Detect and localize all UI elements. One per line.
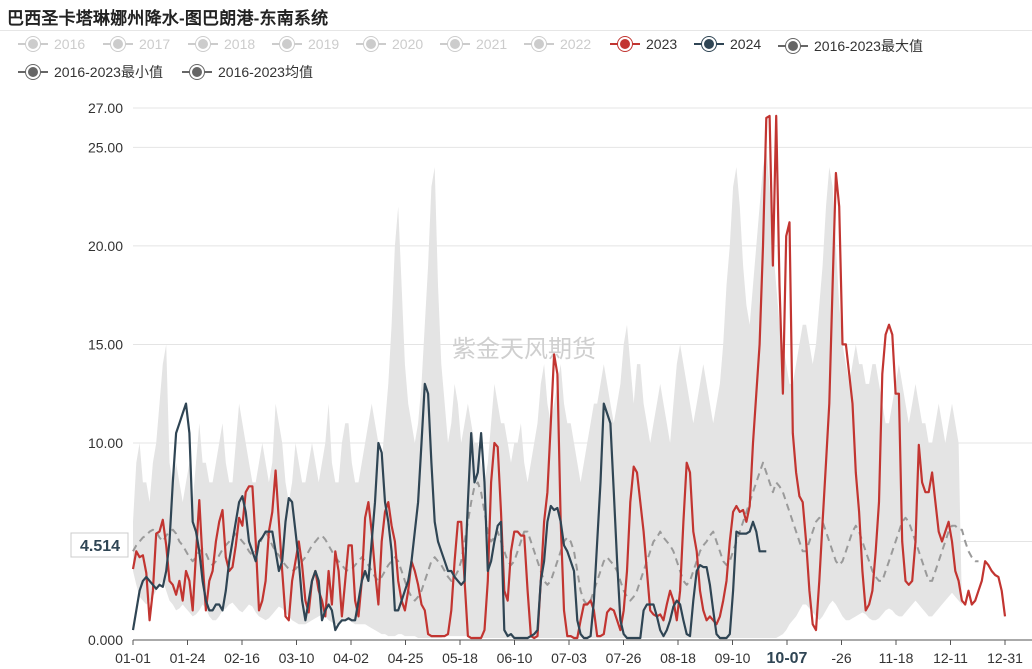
legend-symbol-icon (778, 39, 808, 53)
y-tick-label: 0.000 (88, 632, 123, 648)
legend-item-2016-2023最小值[interactable]: 2016-2023最小值 (18, 62, 163, 82)
legend-label: 2016-2023最小值 (54, 64, 163, 80)
legend-item-2021[interactable]: 2021 (440, 36, 507, 52)
x-tick-label: 03-10 (279, 650, 315, 666)
legend-item-2016-2023均值[interactable]: 2016-2023均值 (182, 62, 313, 82)
x-tick-label: 06-10 (497, 650, 533, 666)
x-tick-label: 02-16 (224, 650, 260, 666)
legend-symbol-icon (440, 37, 470, 51)
x-tick-label: 09-10 (715, 650, 751, 666)
legend-symbol-icon (610, 37, 640, 51)
legend-label: 2016-2023最大值 (814, 38, 923, 54)
hover-value-box (70, 532, 129, 558)
legend-label: 2022 (560, 36, 592, 52)
legend-symbol-icon (524, 37, 554, 51)
legend-label: 2021 (476, 36, 508, 52)
legend-label: 2019 (308, 36, 340, 52)
legend-item-2019[interactable]: 2019 (272, 36, 339, 52)
y-tick-label: 20.00 (88, 238, 123, 254)
legend-label: 2023 (646, 36, 678, 52)
legend-item-2024[interactable]: 2024 (694, 36, 761, 52)
x-tick-label: 01-24 (170, 650, 206, 666)
x-tick-label: 07-26 (606, 650, 642, 666)
legend-symbol-icon (188, 37, 218, 51)
legend-label: 2016-2023均值 (218, 64, 313, 80)
max-min-range-area (133, 147, 962, 638)
x-tick-label: 01-01 (115, 650, 151, 666)
legend-item-2018[interactable]: 2018 (188, 36, 255, 52)
legend-item-2016[interactable]: 2016 (18, 36, 85, 52)
series-2023-line (131, 114, 1007, 640)
y-tick-label: 15.00 (88, 336, 123, 352)
legend-label: 2016 (54, 36, 86, 52)
legend-symbol-icon (272, 37, 302, 51)
watermark: 紫金天风期货 (452, 336, 596, 363)
x-tick-label: -26 (831, 650, 851, 666)
legend-symbol-icon (18, 37, 48, 51)
legend-item-2020[interactable]: 2020 (356, 36, 423, 52)
y-tick-label: 27.00 (88, 100, 123, 116)
legend-label: 2017 (139, 36, 171, 52)
x-tick-label: 04-02 (333, 650, 369, 666)
x-tick-label-highlight: 10-07 (767, 650, 808, 667)
x-tick-label: 05-18 (442, 650, 478, 666)
x-tick-label: 07-03 (551, 650, 587, 666)
legend-item-2023[interactable]: 2023 (610, 36, 677, 52)
title-divider (0, 30, 1032, 31)
series-lines (131, 114, 1007, 640)
series-2024-line (131, 382, 767, 640)
y-tick-label: 10.00 (88, 435, 123, 451)
legend-label: 2018 (224, 36, 256, 52)
x-tick-label: 11-18 (879, 650, 914, 666)
series-average-line (132, 461, 979, 606)
max-min-band (133, 147, 962, 638)
hover-indicator: 4.514 (70, 532, 129, 558)
legend-item-2016-2023最大值[interactable]: 2016-2023最大值 (778, 36, 923, 56)
legend-item-2022[interactable]: 2022 (524, 36, 591, 52)
legend-symbol-icon (182, 65, 212, 79)
chart-title: 巴西圣卡塔琳娜州降水-图巴朗港-东南系统 (7, 9, 329, 28)
x-tick-label: 12-11 (933, 650, 968, 666)
legend-symbol-icon (356, 37, 386, 51)
x-tick-label: 04-25 (388, 650, 424, 666)
legend-item-2017[interactable]: 2017 (103, 36, 170, 52)
legend-symbol-icon (18, 65, 48, 79)
y-tick-label: 25.00 (88, 139, 123, 155)
legend-symbol-icon (694, 37, 724, 51)
legend-symbol-icon (103, 37, 133, 51)
x-tick-label: 08-18 (660, 650, 696, 666)
legend-label: 2020 (392, 36, 424, 52)
x-tick-label: 12-31 (987, 650, 1023, 666)
legend-label: 2024 (730, 36, 762, 52)
hover-value-label: 4.514 (80, 538, 120, 555)
